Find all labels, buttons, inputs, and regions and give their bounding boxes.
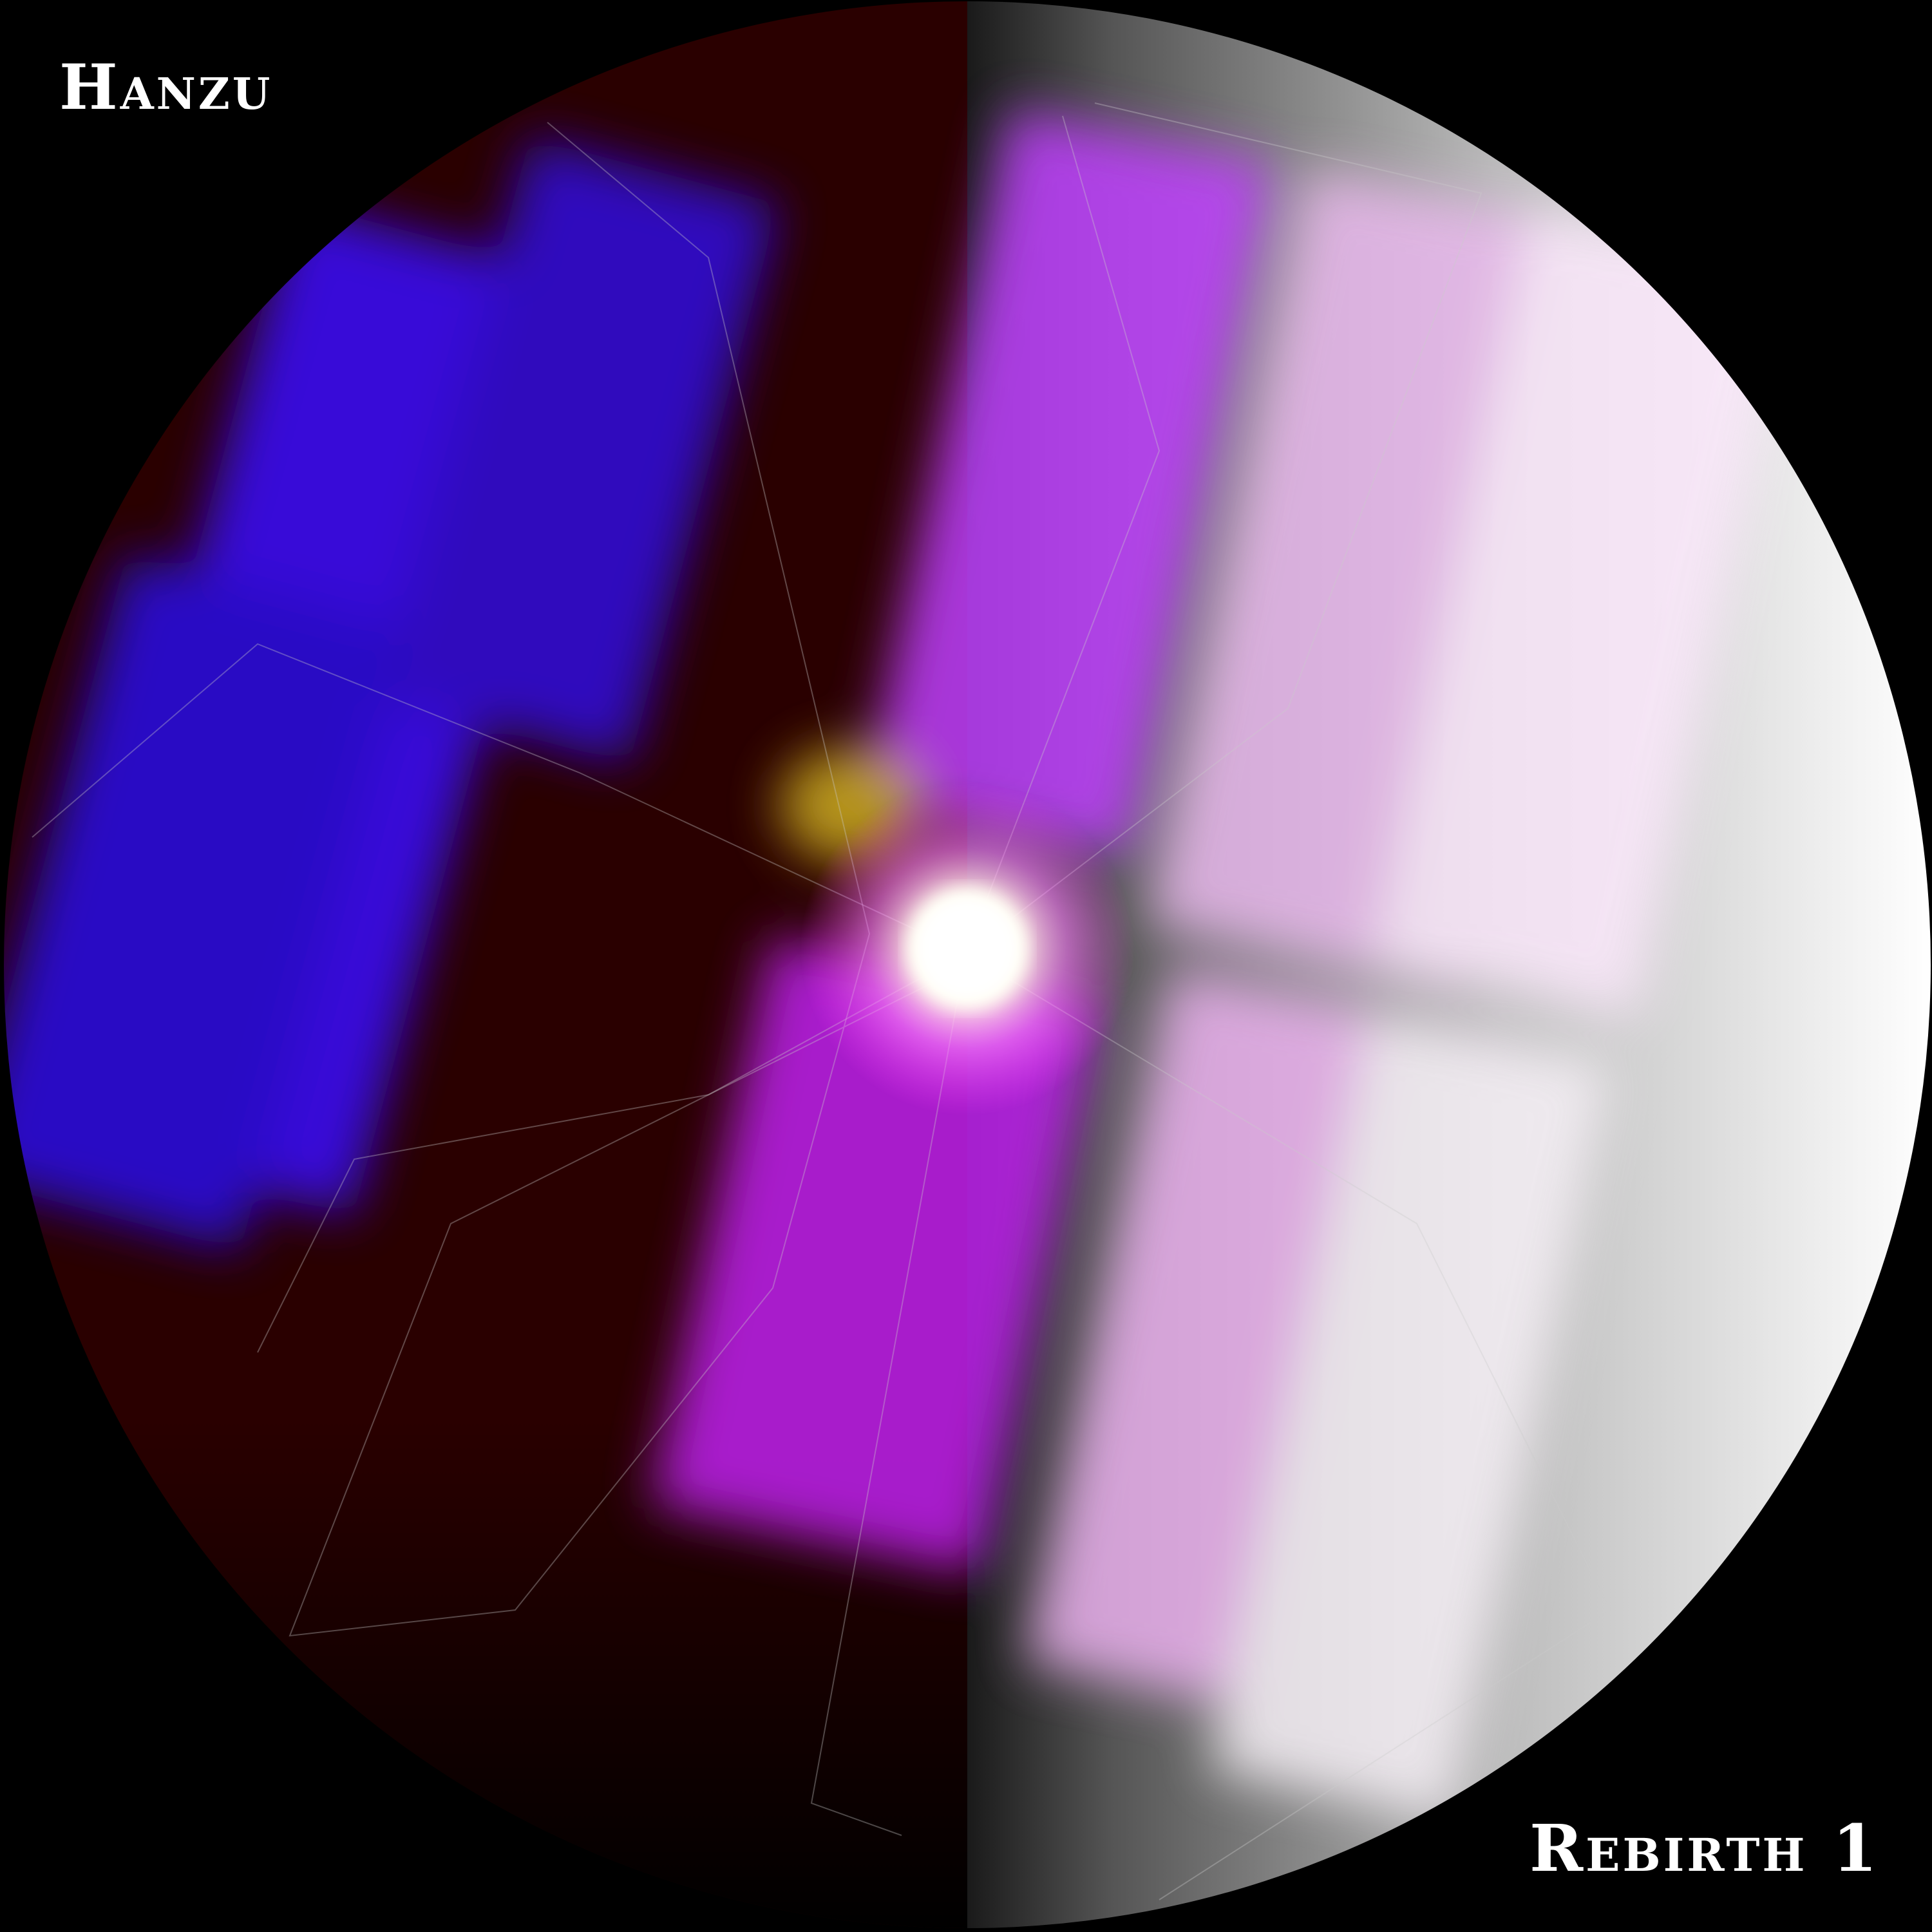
album-title: Rebirth 1	[1530, 1810, 1880, 1886]
artist-name: Hanzu	[59, 51, 273, 124]
